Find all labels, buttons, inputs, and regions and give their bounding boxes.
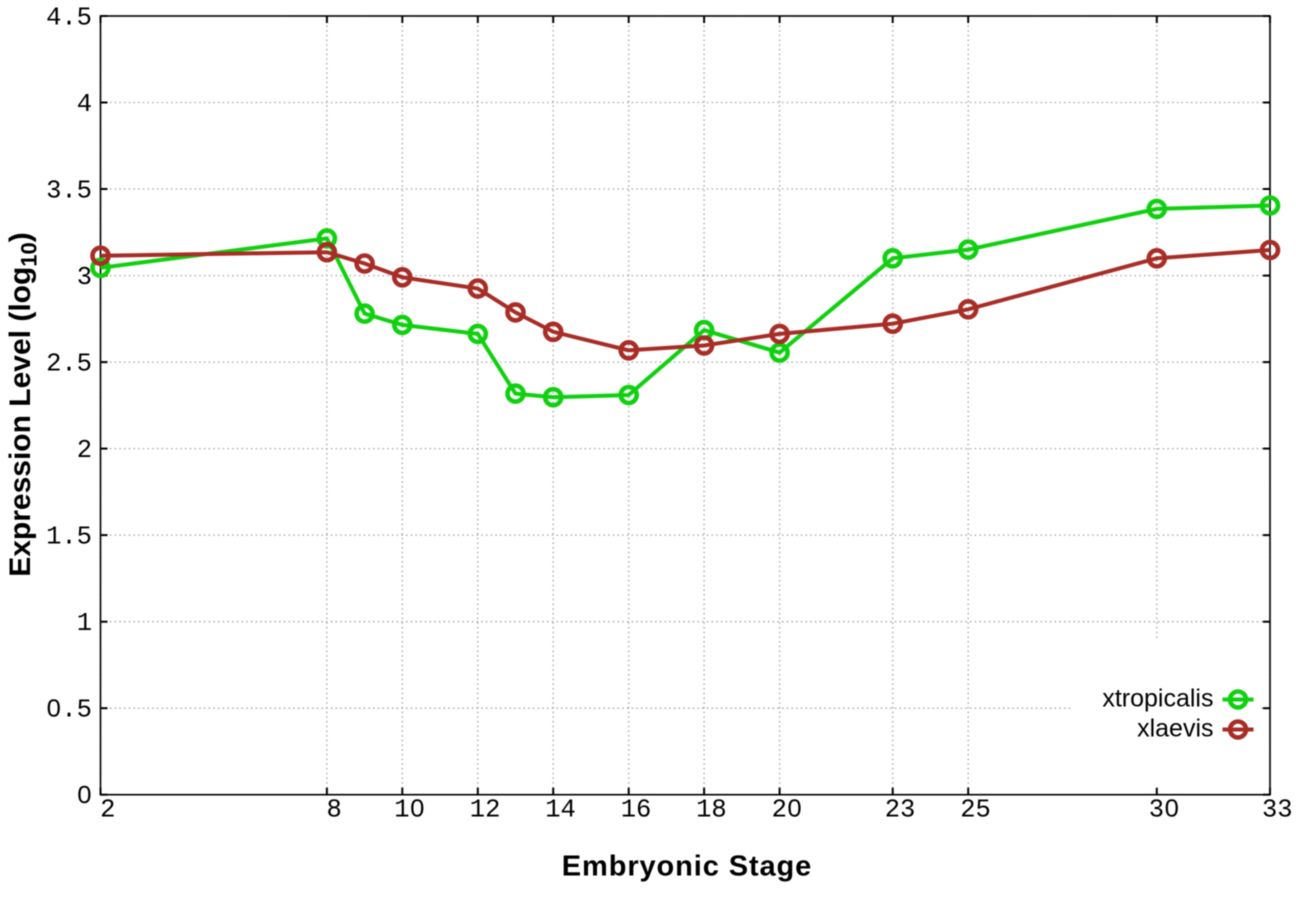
- svg-text:Expression Level (log10): Expression Level (log10): [4, 232, 42, 577]
- svg-text:2.5: 2.5: [46, 350, 92, 379]
- svg-text:16: 16: [621, 796, 652, 825]
- svg-text:14: 14: [545, 796, 576, 825]
- svg-text:3.5: 3.5: [46, 177, 92, 206]
- svg-text:1: 1: [77, 609, 92, 638]
- svg-text:12: 12: [470, 796, 501, 825]
- svg-text:Embryonic Stage: Embryonic Stage: [562, 851, 812, 883]
- svg-text:2: 2: [100, 796, 115, 825]
- svg-text:25: 25: [960, 796, 991, 825]
- svg-text:2: 2: [77, 436, 92, 465]
- svg-text:8: 8: [327, 796, 342, 825]
- svg-text:4.5: 4.5: [46, 4, 92, 33]
- svg-text:23: 23: [885, 796, 916, 825]
- svg-text:xlaevis: xlaevis: [1137, 715, 1213, 743]
- svg-text:xtropicalis: xtropicalis: [1102, 685, 1213, 713]
- svg-text:18: 18: [696, 796, 727, 825]
- svg-text:3: 3: [77, 263, 92, 292]
- svg-text:1.5: 1.5: [46, 523, 92, 552]
- svg-text:4: 4: [77, 90, 92, 119]
- svg-text:33: 33: [1262, 796, 1293, 825]
